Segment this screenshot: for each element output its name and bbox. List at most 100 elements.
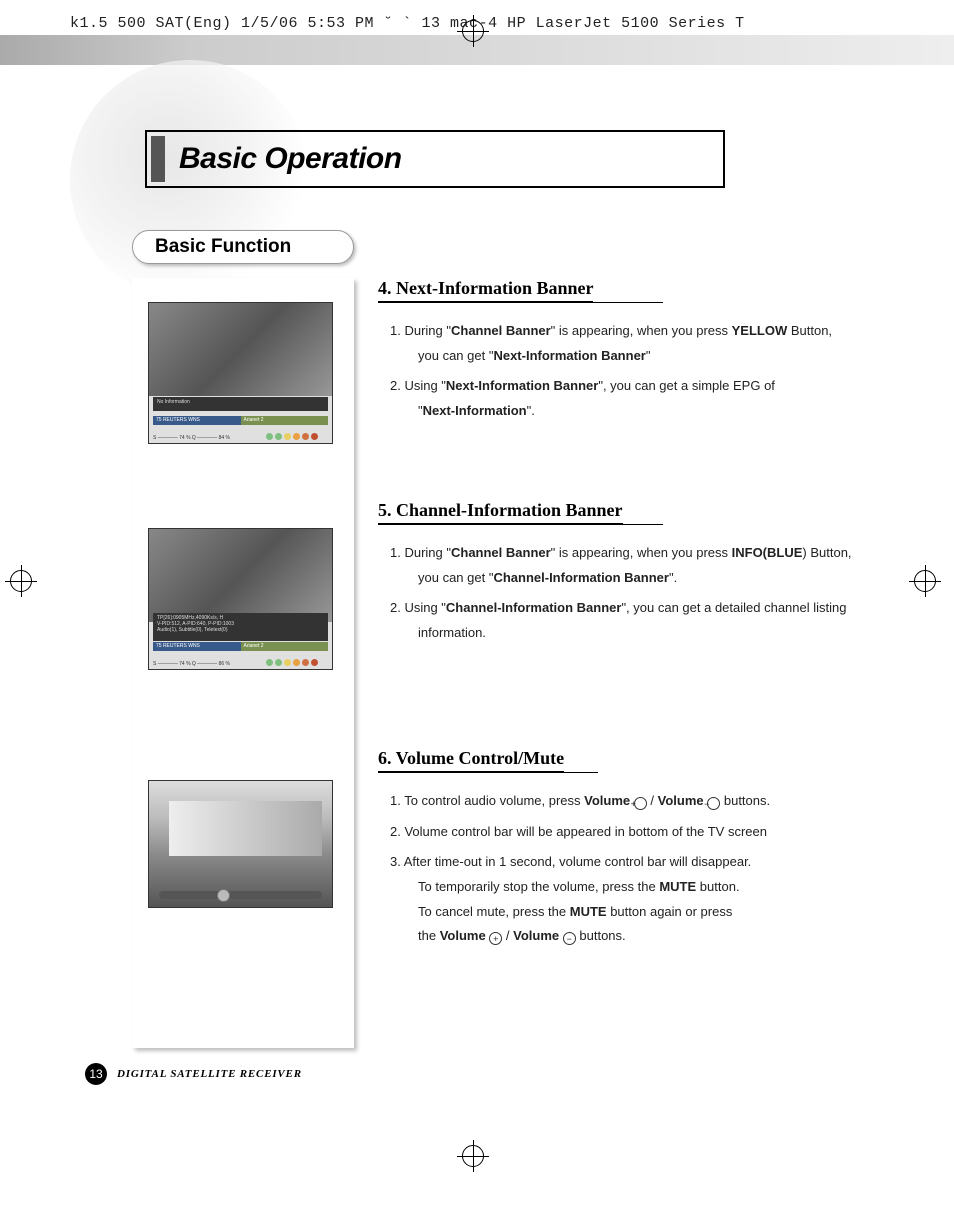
text-bold: Volume bbox=[584, 793, 630, 808]
text: Button, bbox=[787, 323, 832, 338]
chapter-title: Basic Operation bbox=[179, 142, 705, 176]
list-item: 2. Using "Next-Information Banner", you … bbox=[390, 374, 864, 423]
screenshot-channel-info: TP[26]:0905MHz,4090Ks/s, H V-PID:512, A-… bbox=[148, 528, 333, 670]
text: ", you can get a simple EPG of bbox=[598, 378, 775, 393]
color-buttons bbox=[266, 659, 327, 666]
screenshot-scene bbox=[149, 781, 332, 907]
text: ", you can get a detailed channel listin… bbox=[621, 600, 846, 615]
list-item: 2. Using "Channel-Information Banner", y… bbox=[390, 596, 864, 645]
section-channel-info-banner: 5. Channel-Information Banner 1. During … bbox=[378, 500, 864, 652]
screenshot-volume bbox=[148, 780, 333, 908]
text: ". bbox=[527, 403, 535, 418]
list-item: 1. During "Channel Banner" is appearing,… bbox=[390, 319, 864, 368]
dot-icon bbox=[302, 659, 309, 666]
dot-icon bbox=[293, 659, 300, 666]
section-volume-control: 6. Volume Control/Mute 1. To control aud… bbox=[378, 748, 864, 955]
text-indent: you can get "Next-Information Banner" bbox=[404, 344, 864, 369]
text: the bbox=[418, 928, 440, 943]
text-indent: you can get "Channel-Information Banner"… bbox=[404, 566, 864, 591]
screenshot-banner: No Information 75 REUTERS WNS Arianet 2 … bbox=[149, 396, 332, 443]
signal-meter: S ———— 74 % Q ———— 86 % bbox=[153, 661, 230, 667]
heading-underline bbox=[378, 302, 663, 303]
text-indent: To temporarily stop the volume, press th… bbox=[404, 875, 864, 900]
dot-icon bbox=[302, 433, 309, 440]
crop-mark-icon bbox=[10, 570, 40, 600]
section-next-info-banner: 4. Next-Information Banner 1. During "Ch… bbox=[378, 278, 864, 430]
dot-icon bbox=[266, 433, 273, 440]
channel-name: 75 REUTERS WNS bbox=[153, 416, 241, 425]
chapter-title-box: Basic Operation bbox=[145, 130, 725, 188]
list-item: 2. Volume control bar will be appeared i… bbox=[390, 820, 864, 845]
text-bold: Channel Banner bbox=[451, 323, 551, 338]
text-indent: "Next-Information". bbox=[404, 399, 864, 424]
text: buttons. bbox=[720, 793, 770, 808]
channel-row: 75 REUTERS WNS Arianet 2 bbox=[153, 642, 328, 651]
dot-icon bbox=[275, 433, 282, 440]
text-bold: MUTE bbox=[659, 879, 696, 894]
dot-icon bbox=[320, 433, 327, 440]
page-footer: 13 DIGITAL SATELLITE RECEIVER bbox=[85, 1063, 302, 1085]
text-bold: Volume bbox=[513, 928, 559, 943]
text: " is appearing, when you press bbox=[551, 323, 732, 338]
text: " bbox=[646, 348, 651, 363]
heading-underline bbox=[378, 524, 663, 525]
dot-icon bbox=[284, 433, 291, 440]
minus-icon: − bbox=[707, 797, 720, 810]
text-bold: Volume bbox=[440, 928, 486, 943]
text-indent: information. bbox=[404, 621, 864, 646]
crop-mark-icon bbox=[462, 1145, 492, 1175]
dot-icon bbox=[275, 659, 282, 666]
text: you can get " bbox=[418, 570, 493, 585]
text: " is appearing, when you press bbox=[551, 545, 732, 560]
text: / bbox=[647, 793, 658, 808]
section-body: 1. To control audio volume, press Volume… bbox=[378, 789, 864, 949]
text-bold: Next-Information bbox=[423, 403, 527, 418]
text-bold: Volume bbox=[658, 793, 704, 808]
text-indent: To cancel mute, press the MUTE button ag… bbox=[404, 900, 864, 925]
list-item: 3. After time-out in 1 second, volume co… bbox=[390, 850, 864, 949]
text-bold: Next-Information Banner bbox=[493, 348, 645, 363]
text-indent: the Volume + / Volume − buttons. bbox=[404, 924, 864, 949]
text: 1. During " bbox=[390, 545, 451, 560]
text-bold: Next-Information Banner bbox=[446, 378, 598, 393]
section-heading: 4. Next-Information Banner bbox=[378, 278, 593, 302]
screenshot-video-area bbox=[149, 303, 332, 398]
dot-icon bbox=[266, 659, 273, 666]
text: To temporarily stop the volume, press th… bbox=[418, 879, 659, 894]
text: 2. Using " bbox=[390, 600, 446, 615]
text-bold: YELLOW bbox=[732, 323, 788, 338]
text-bold: Channel-Information Banner bbox=[493, 570, 669, 585]
section-heading: 6. Volume Control/Mute bbox=[378, 748, 564, 772]
page-number: 13 bbox=[85, 1063, 107, 1085]
print-job-header: k1.5 500 SAT(Eng) 1/5/06 5:53 PM ˘ ` 13 … bbox=[70, 15, 745, 32]
dot-icon bbox=[311, 433, 318, 440]
volume-knob bbox=[217, 889, 230, 902]
list-item: 1. To control audio volume, press Volume… bbox=[390, 789, 864, 814]
text: 2. Using " bbox=[390, 378, 446, 393]
heading-underline bbox=[378, 772, 598, 773]
text: you can get " bbox=[418, 348, 493, 363]
text: button again or press bbox=[607, 904, 733, 919]
channel-row: 75 REUTERS WNS Arianet 2 bbox=[153, 416, 328, 425]
channel-provider: Arianet 2 bbox=[241, 416, 329, 425]
text-bold: Channel Banner bbox=[451, 545, 551, 560]
text-bold: Channel-Information Banner bbox=[446, 600, 622, 615]
text: 1. During " bbox=[390, 323, 451, 338]
section-body: 1. During "Channel Banner" is appearing,… bbox=[378, 319, 864, 424]
signal-meter: S ———— 74 % Q ———— 84 % bbox=[153, 435, 230, 441]
text-bold: INFO(BLUE bbox=[732, 545, 803, 560]
text: / bbox=[502, 928, 513, 943]
dot-icon bbox=[284, 659, 291, 666]
crop-mark-icon bbox=[914, 570, 944, 600]
plus-icon: + bbox=[489, 932, 502, 945]
text-bold: MUTE bbox=[570, 904, 607, 919]
text: ) Button, bbox=[802, 545, 851, 560]
section-subtitle: Basic Function bbox=[132, 230, 354, 264]
screenshot-video-area bbox=[149, 529, 332, 624]
volume-bar bbox=[159, 891, 322, 899]
footer-label: DIGITAL SATELLITE RECEIVER bbox=[117, 1068, 302, 1080]
screenshot-next-info: No Information 75 REUTERS WNS Arianet 2 … bbox=[148, 302, 333, 444]
subtitle-text: Basic Function bbox=[155, 236, 291, 258]
dot-icon bbox=[311, 659, 318, 666]
building-graphic bbox=[169, 801, 322, 856]
